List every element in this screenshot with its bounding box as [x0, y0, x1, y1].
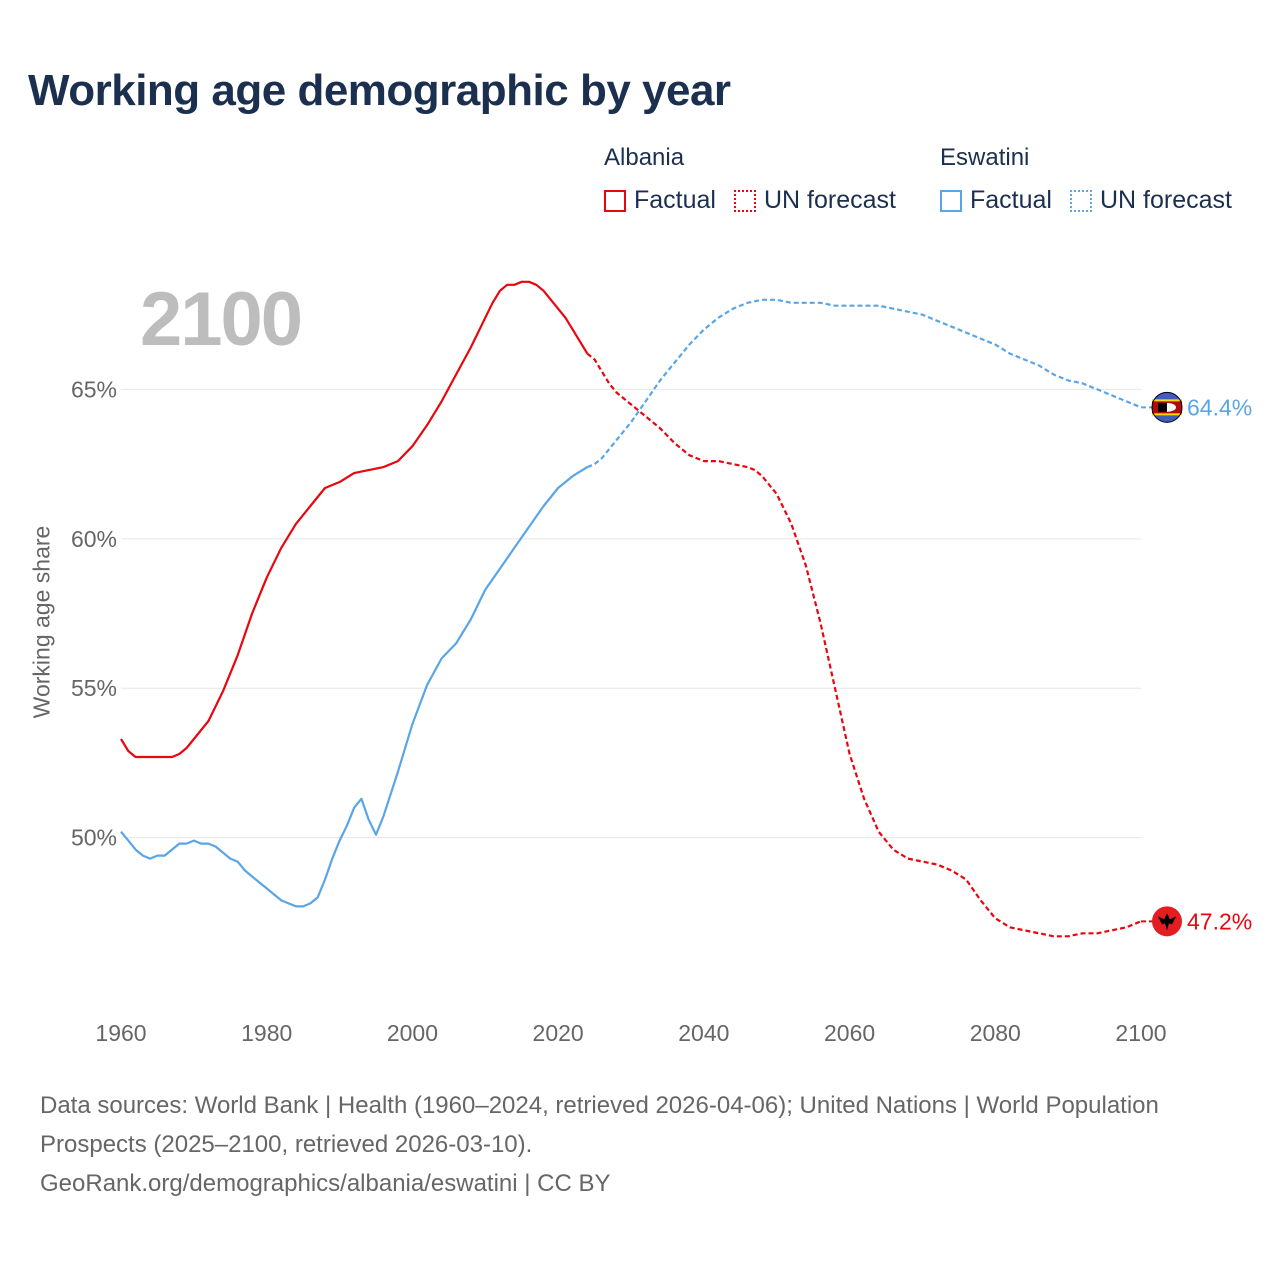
eswatini-flag-icon [1151, 391, 1183, 423]
y-tick-label: 50% [71, 825, 117, 851]
y-tick-label: 55% [71, 675, 117, 701]
footer-sources: Data sources: World Bank | Health (1960–… [40, 1092, 1159, 1158]
legend-eswatini-forecast[interactable]: UN forecast [1069, 186, 1232, 215]
albania-factual-line [120, 280, 589, 759]
legend-albania-factual[interactable]: Factual [604, 186, 716, 215]
series-lines [120, 280, 1142, 938]
x-tick-label: 2080 [970, 1020, 1021, 1046]
legend-group-eswatini: Eswatini Factual UN forecast [940, 144, 1250, 215]
x-axis-ticks: 1960 1980 2000 2020 2040 2060 2080 2100 [95, 1020, 1166, 1046]
legend-label: UN forecast [1099, 186, 1232, 214]
x-tick-label: 2060 [824, 1020, 875, 1046]
legend-group-label: Eswatini [940, 144, 1030, 171]
eswatini-end-value-label: 64.4% [1187, 394, 1252, 420]
legend-swatch-dotted-icon [1069, 189, 1092, 212]
shield-half-icon [1158, 402, 1167, 412]
legend-eswatini-factual[interactable]: Factual [940, 186, 1052, 215]
current-year-watermark: 2100 [140, 277, 303, 362]
footer: Data sources: World Bank | Health (1960–… [40, 1086, 1200, 1203]
legend-label: Factual [634, 186, 716, 214]
legend-group-albania: Albania Factual UN forecast [604, 144, 914, 215]
y-tick-label: 60% [71, 526, 117, 552]
flag-outline [1151, 391, 1183, 423]
x-tick-label: 2020 [533, 1020, 584, 1046]
eswatini-factual-line [120, 466, 588, 908]
double-eagle-icon [1158, 913, 1176, 931]
legend-label: UN forecast [763, 186, 896, 214]
eswatini-forecast-line [586, 298, 1142, 469]
legend-swatch-dotted-icon [733, 189, 756, 212]
y-tick-label: 65% [71, 376, 117, 402]
legend-swatch-solid-icon [604, 189, 626, 212]
legend-albania-forecast[interactable]: UN forecast [733, 186, 896, 215]
albania-forecast-line [586, 352, 1142, 938]
albania-flag-icon [1152, 906, 1182, 937]
x-tick-label: 2000 [387, 1020, 438, 1046]
x-tick-label: 2100 [1115, 1020, 1166, 1046]
legend-label: Factual [970, 186, 1052, 214]
footer-credit[interactable]: GeoRank.org/demographics/albania/eswatin… [40, 1170, 611, 1197]
series-end-markers: 47.2% 64.4% [1141, 391, 1252, 937]
legend-group-label: Albania [604, 144, 685, 171]
x-tick-label: 1960 [95, 1020, 146, 1046]
x-tick-label: 2040 [678, 1020, 729, 1046]
gridlines [121, 388, 1141, 839]
y-axis-ticks: 50% 55% 60% 65% [71, 376, 117, 850]
albania-end-value-label: 47.2% [1187, 908, 1252, 934]
chart-title: Working age demographic by year [28, 66, 731, 115]
legend-swatch-solid-icon [940, 189, 962, 212]
x-tick-label: 1980 [241, 1020, 292, 1046]
